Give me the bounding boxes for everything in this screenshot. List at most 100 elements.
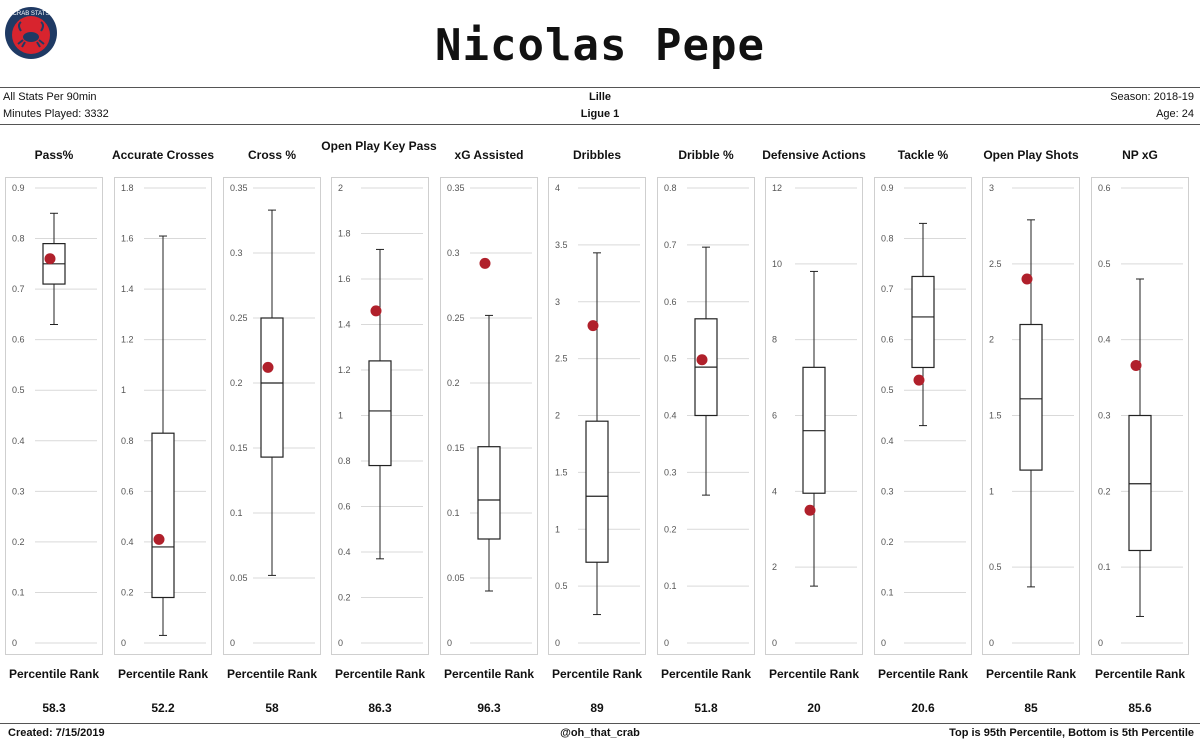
tick-label-dribble-pct: 0.7 [664, 240, 677, 250]
tick-label-pass-pct: 0.5 [12, 385, 25, 395]
rank-label-dribble-pct: Percentile Rank [660, 667, 752, 681]
iqr-box-accurate-crosses [151, 432, 175, 599]
tick-label-pass-pct: 0.6 [12, 335, 25, 345]
tick-label-xg-assisted: 0.1 [447, 508, 460, 518]
column-title-defensive-actions: Defensive Actions [762, 148, 866, 162]
column-title-dribbles: Dribbles [572, 148, 621, 162]
panel-xg-assisted [440, 177, 538, 655]
tick-label-np-xg: 0.3 [1098, 411, 1111, 421]
tick-label-np-xg: 0.4 [1098, 335, 1111, 345]
rank-label-xg-assisted: Percentile Rank [443, 667, 535, 681]
rank-value-pass-pct: 58.3 [42, 701, 66, 715]
tick-label-open-play-shots: 0 [989, 638, 994, 648]
tick-label-defensive-actions: 2 [772, 562, 777, 572]
tick-label-key-pass: 1.4 [338, 320, 351, 330]
tick-label-pass-pct: 0.3 [12, 486, 25, 496]
rank-label-defensive-actions: Percentile Rank [768, 667, 860, 681]
tick-label-np-xg: 0.5 [1098, 259, 1111, 269]
rank-value-open-play-shots: 85 [1024, 701, 1038, 715]
tick-label-cross-pct: 0.25 [230, 313, 248, 323]
tick-label-accurate-crosses: 1.2 [121, 335, 134, 345]
rank-label-pass-pct: Percentile Rank [8, 667, 100, 681]
tick-label-np-xg: 0.1 [1098, 562, 1111, 572]
player-dot-np-xg [1130, 359, 1142, 371]
rank-value-key-pass: 86.3 [368, 701, 392, 715]
tick-label-dribbles: 3 [555, 297, 560, 307]
tick-label-np-xg: 0 [1098, 638, 1103, 648]
tick-label-pass-pct: 0.1 [12, 587, 25, 597]
tick-label-xg-assisted: 0.05 [447, 573, 465, 583]
tick-label-tackle-pct: 0.1 [881, 587, 894, 597]
info-divider [0, 124, 1200, 125]
column-title-xg-assisted: xG Assisted [454, 148, 524, 162]
tick-label-key-pass: 1 [338, 411, 343, 421]
tick-label-key-pass: 1.2 [338, 365, 351, 375]
player-dot-accurate-crosses [153, 533, 165, 545]
age-label: Age: 24 [1156, 108, 1194, 120]
tick-label-xg-assisted: 0.25 [447, 313, 465, 323]
column-title-open-play-shots: Open Play Shots [983, 148, 1079, 162]
rank-value-tackle-pct: 20.6 [911, 701, 935, 715]
panel-dribbles [548, 177, 646, 655]
iqr-box-key-pass [368, 360, 392, 467]
player-dot-pass-pct [44, 253, 56, 265]
iqr-box-open-play-shots [1019, 323, 1043, 471]
tick-label-pass-pct: 0.8 [12, 234, 25, 244]
tick-label-dribbles: 0.5 [555, 581, 568, 591]
rank-label-tackle-pct: Percentile Rank [877, 667, 969, 681]
tick-label-cross-pct: 0.35 [230, 183, 248, 193]
rank-value-dribble-pct: 51.8 [694, 701, 718, 715]
column-title-accurate-crosses: Accurate Crosses [111, 148, 215, 162]
panel-np-xg [1091, 177, 1189, 655]
footer-divider [0, 723, 1200, 724]
tick-label-pass-pct: 0.7 [12, 284, 25, 294]
tick-label-key-pass: 0.6 [338, 502, 351, 512]
player-dot-tackle-pct [913, 374, 925, 386]
tick-label-defensive-actions: 10 [772, 259, 782, 269]
tick-label-cross-pct: 0.3 [230, 248, 243, 258]
panel-cross-pct [223, 177, 321, 655]
tick-label-dribble-pct: 0.2 [664, 524, 677, 534]
tick-label-pass-pct: 0 [12, 638, 17, 648]
created-date: Created: 7/15/2019 [8, 727, 105, 739]
tick-label-dribbles: 2.5 [555, 354, 568, 364]
tick-label-dribbles: 2 [555, 411, 560, 421]
rank-label-np-xg: Percentile Rank [1094, 667, 1186, 681]
column-title-tackle-pct: Tackle % [897, 148, 949, 162]
tick-label-defensive-actions: 6 [772, 411, 777, 421]
tick-label-cross-pct: 0.2 [230, 378, 243, 388]
svg-text:CRAB STATS: CRAB STATS [13, 11, 50, 17]
tick-label-accurate-crosses: 0.6 [121, 486, 134, 496]
tick-label-accurate-crosses: 1.6 [121, 234, 134, 244]
rank-value-defensive-actions: 20 [807, 701, 821, 715]
tick-label-key-pass: 2 [338, 183, 343, 193]
tick-label-tackle-pct: 0 [881, 638, 886, 648]
tick-label-xg-assisted: 0.15 [447, 443, 465, 453]
season-label: Season: 2018-19 [1110, 91, 1194, 103]
twitter-handle: @oh_that_crab [560, 727, 640, 739]
tick-label-pass-pct: 0.4 [12, 436, 25, 446]
tick-label-tackle-pct: 0.9 [881, 183, 894, 193]
rank-label-open-play-shots: Percentile Rank [985, 667, 1077, 681]
tick-label-tackle-pct: 0.2 [881, 537, 894, 547]
rank-value-dribbles: 89 [590, 701, 604, 715]
panel-dribble-pct [657, 177, 755, 655]
player-dot-dribbles [587, 320, 599, 332]
tick-label-accurate-crosses: 0 [121, 638, 126, 648]
tick-label-pass-pct: 0.9 [12, 183, 25, 193]
column-title-key-pass: Open Play Key Pass [321, 139, 437, 153]
tick-label-dribble-pct: 0.8 [664, 183, 677, 193]
panel-key-pass [331, 177, 429, 655]
tick-label-accurate-crosses: 0.8 [121, 436, 134, 446]
tick-label-tackle-pct: 0.4 [881, 436, 894, 446]
tick-label-key-pass: 0.2 [338, 593, 351, 603]
tick-label-dribble-pct: 0.6 [664, 297, 677, 307]
tick-label-dribble-pct: 0.1 [664, 581, 677, 591]
tick-label-tackle-pct: 0.6 [881, 335, 894, 345]
rank-value-cross-pct: 58 [265, 701, 279, 715]
column-title-pass-pct: Pass% [34, 148, 74, 162]
column-title-np-xg: NP xG [1122, 148, 1158, 162]
rank-value-np-xg: 85.6 [1128, 701, 1152, 715]
tick-label-cross-pct: 0.05 [230, 573, 248, 583]
tick-label-key-pass: 0.8 [338, 456, 351, 466]
